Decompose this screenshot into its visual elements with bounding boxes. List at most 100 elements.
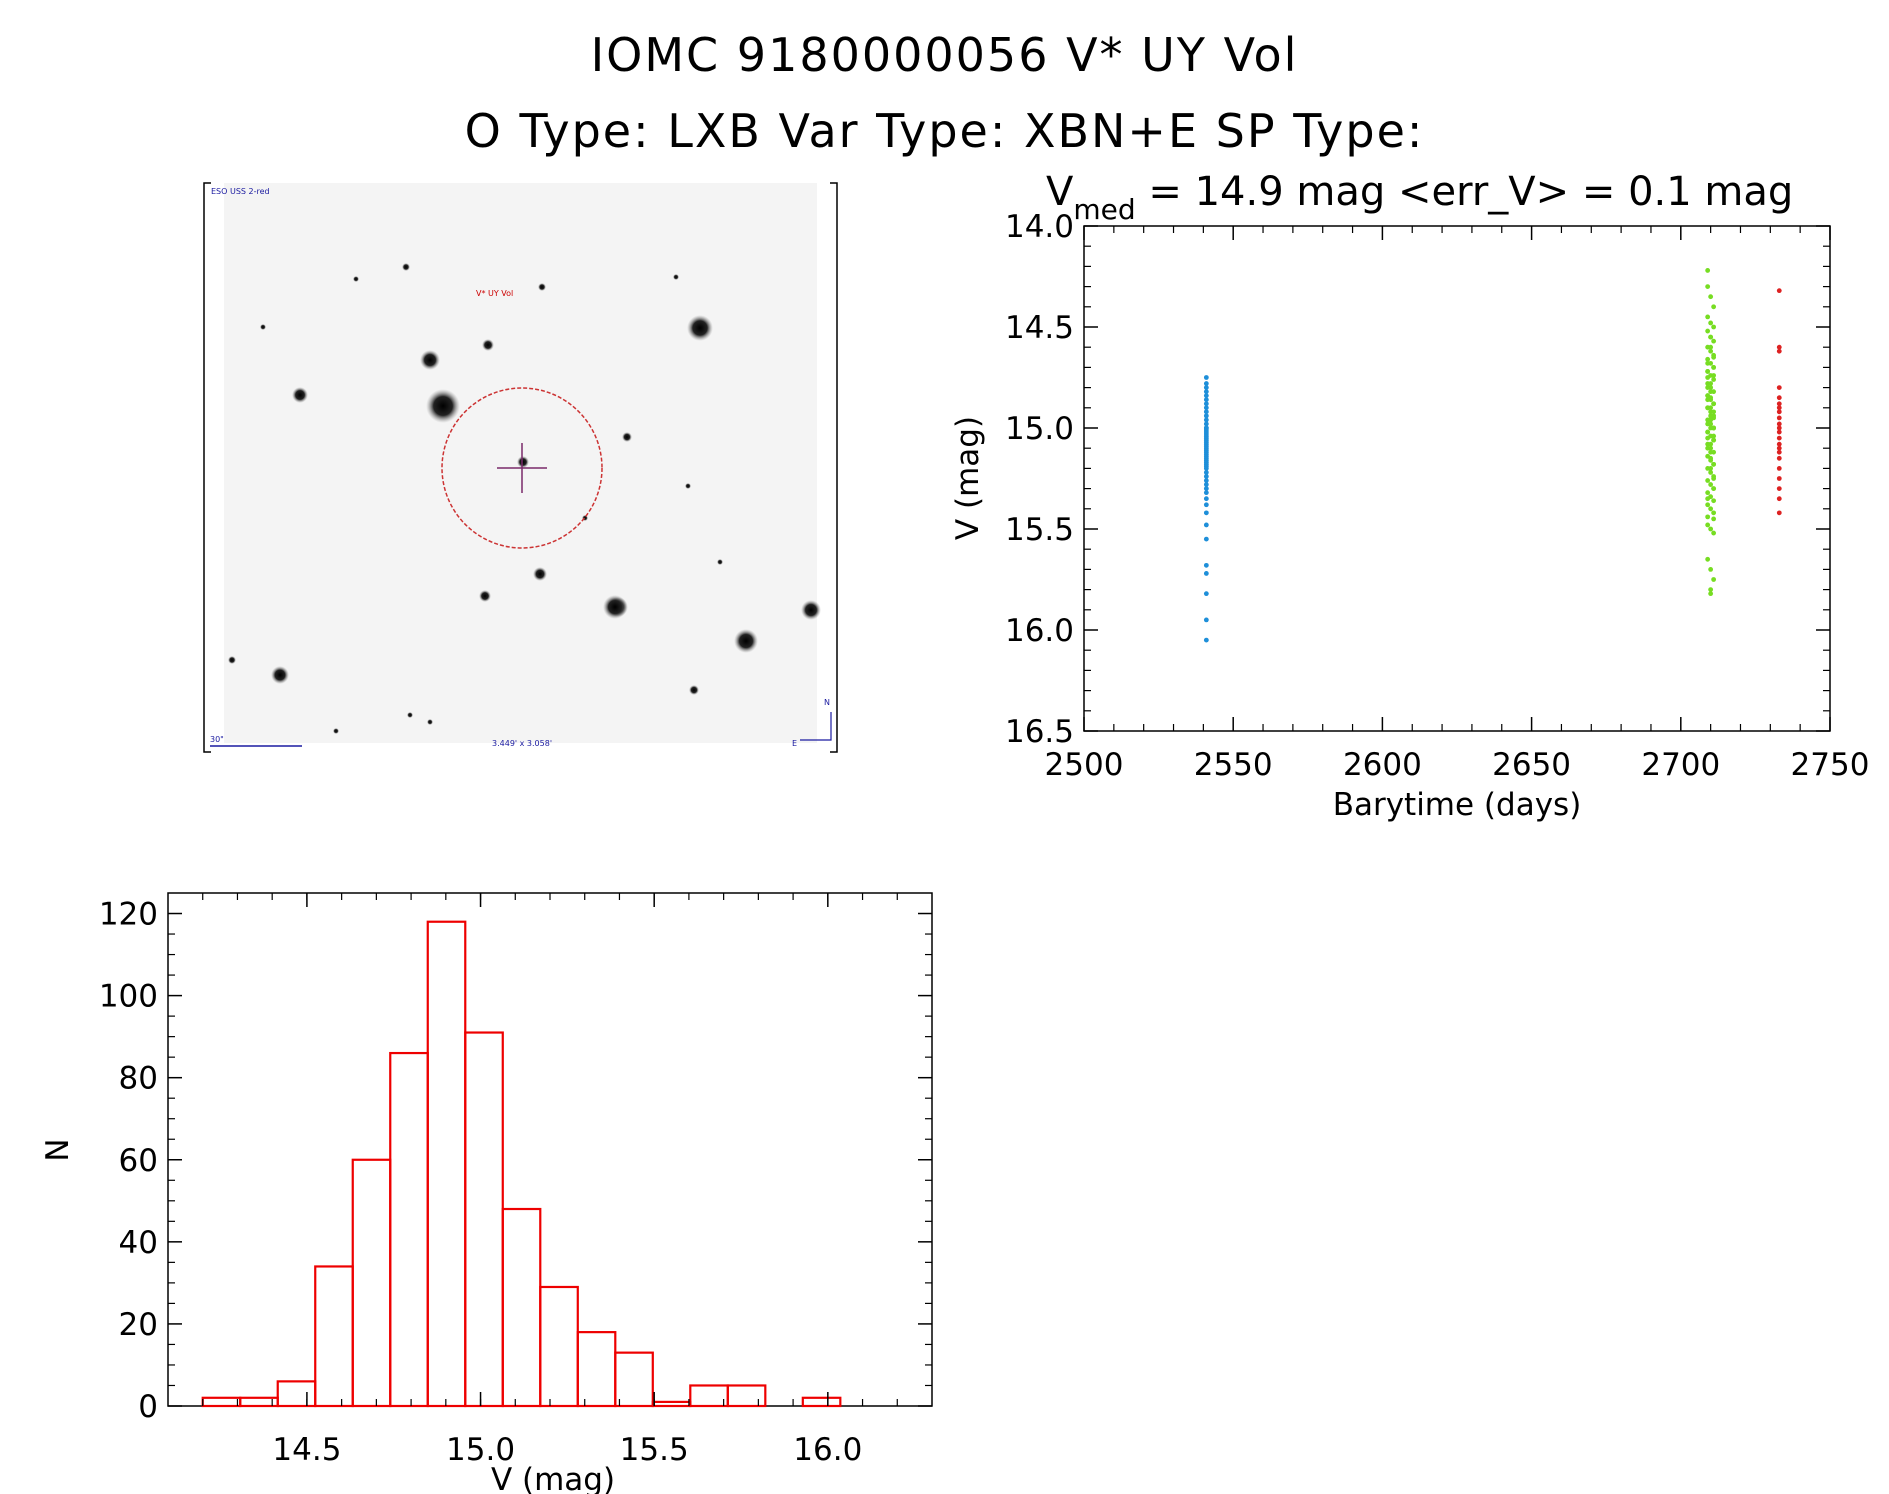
data-point [1708,526,1714,532]
data-point [1705,522,1711,528]
data-point [1708,441,1714,447]
finder-stars [228,263,821,734]
data-point [1711,437,1717,443]
x-tick-label: 2600 [1343,747,1422,783]
data-point [1203,474,1209,479]
y-tick-label: 14.5 [1005,310,1074,346]
data-point [1711,304,1717,310]
finder-star [801,600,821,620]
data-point [1776,405,1782,411]
data-point [1711,530,1717,536]
finder-scale-label: 30" [210,735,224,744]
finder-star [353,276,359,282]
page-subtitle: O Type: LXB Var Type: XBN+E SP Type: [464,104,1425,158]
data-point [1776,409,1782,415]
histogram-bar [651,1400,692,1408]
finder-star [689,685,699,695]
data-point [1705,490,1711,496]
target-aperture-circle [441,387,603,549]
data-point [1203,393,1209,399]
data-point [1705,421,1711,427]
finder-star [427,719,433,725]
finder-east-label: E [792,739,797,748]
finder-frame-right [830,182,838,753]
data-point [1203,522,1209,528]
data-point [1705,375,1711,380]
finder-compass-icon [800,712,832,741]
data-point [1711,365,1717,370]
data-point [1705,435,1711,441]
data-point [1711,433,1717,439]
data-point [1708,587,1714,592]
data-point [1203,510,1209,516]
data-point [1203,502,1209,508]
data-point [1711,577,1717,582]
light-curve-title: Vmed = 14.9 mag <err_V> = 0.1 mag [1046,169,1793,226]
data-point [1776,385,1782,390]
finder-star [603,595,627,619]
finder-star [533,567,547,581]
finder-target-label: V* UY Vol [476,289,513,298]
histogram-bar [576,1331,617,1408]
histogram-bar [389,1051,429,1408]
finder-star [271,666,289,684]
finder-star [402,263,410,271]
data-point [1705,268,1711,273]
data-point [1708,348,1714,354]
data-point [1708,567,1714,572]
data-point [1705,356,1711,362]
y-tick-label: 14.0 [1005,209,1074,245]
histogram-axes: 14.5 15.0 15.5 16.0 0 20 40 60 80 100 120 [99,893,932,1468]
data-point [1708,591,1714,597]
data-point [1705,385,1711,390]
data-point [1708,381,1714,386]
data-point [1776,476,1782,481]
data-point [1708,413,1714,419]
data-point [1711,461,1717,467]
data-point [1776,435,1782,441]
data-point [1203,405,1209,411]
y-tick-label: 16.0 [1005,613,1074,649]
data-point [1708,389,1714,395]
data-point [1705,314,1711,320]
data-point [1776,441,1782,447]
x-tick-label: 2700 [1641,747,1720,783]
finder-star [482,339,494,351]
data-point [1708,449,1714,455]
x-tick-label: 15.5 [620,1432,689,1468]
data-point [1776,429,1782,435]
data-point [1705,360,1711,366]
histogram-bar [351,1158,392,1408]
light-curve-plot-frame [1083,225,1831,732]
y-tick-label: 16.5 [1005,714,1074,750]
data-point [1776,510,1782,516]
data-point [1705,514,1711,520]
data-point [1705,429,1711,435]
data-point [1776,455,1782,461]
data-point [1711,354,1717,360]
light-curve-title-rest: = 14.9 mag <err_V> = 0.1 mag [1136,169,1794,215]
y-tick-label: 40 [119,1225,158,1261]
histogram-bar [201,1396,242,1408]
data-point [1203,591,1209,597]
data-point [1708,466,1714,471]
histogram-bar [614,1351,654,1408]
histogram-bar [801,1396,842,1408]
data-point [1708,344,1714,350]
data-point [1203,389,1209,395]
data-point [1711,373,1717,378]
data-point [1705,496,1711,502]
histogram-ylabel: N [40,1138,76,1161]
data-point [1708,294,1714,300]
light-curve-xlabel: Barytime (days) [1333,787,1582,823]
histogram-bar [689,1384,729,1408]
page-title: IOMC 9180000056 V* UY Vol [590,28,1299,82]
data-point [1705,397,1711,403]
data-point [1708,482,1714,487]
finder-star [673,274,679,280]
data-point [1711,377,1717,382]
data-point [1705,284,1711,289]
data-point [1203,562,1209,568]
